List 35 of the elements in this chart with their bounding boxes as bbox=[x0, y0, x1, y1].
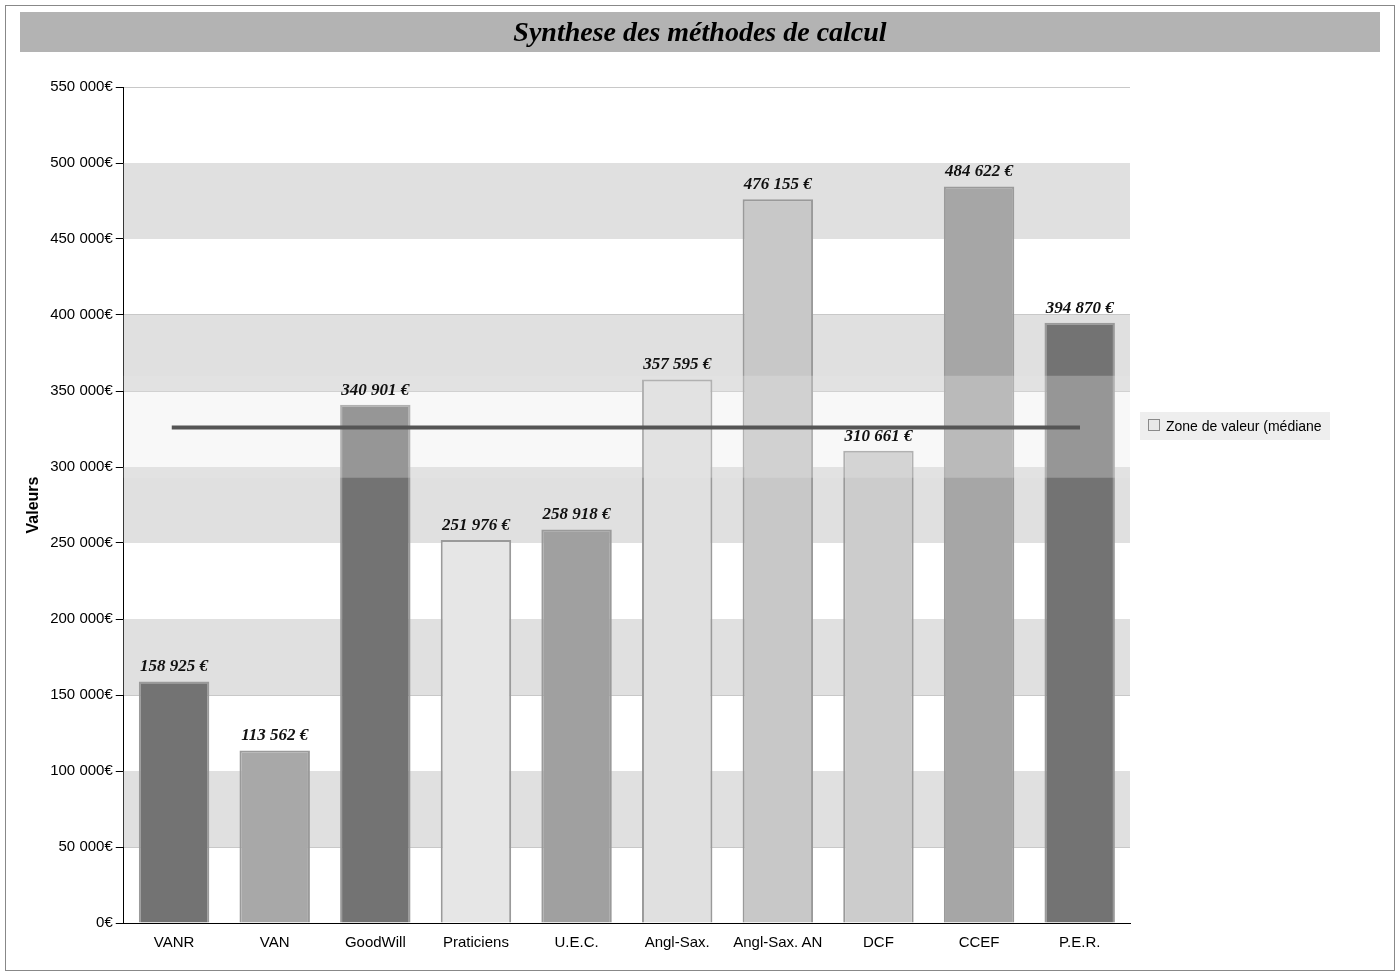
x-tick-label: VANR bbox=[153, 933, 195, 951]
x-tick-label: U.E.C. bbox=[554, 933, 599, 951]
y-tick-label: 250 000€ bbox=[50, 533, 114, 551]
x-tick-label: VAN bbox=[259, 933, 290, 951]
x-tick-label: GoodWill bbox=[344, 933, 406, 951]
y-tick-label: 150 000€ bbox=[50, 685, 114, 703]
data-label: 258 918 € bbox=[541, 504, 612, 524]
y-tick-label: 50 000€ bbox=[58, 837, 114, 855]
y-axis-title: Valeurs bbox=[24, 476, 42, 534]
y-tick-label: 200 000€ bbox=[50, 609, 114, 627]
data-label: 484 622 € bbox=[944, 161, 1014, 181]
x-tick-label: Angl-Sax. bbox=[644, 933, 710, 951]
x-tick-label: P.E.R. bbox=[1058, 933, 1101, 951]
data-label: 357 595 € bbox=[642, 354, 712, 374]
y-tick-label: 0€ bbox=[96, 913, 114, 931]
x-tick-label: DCF bbox=[863, 933, 894, 951]
x-tick-label: CCEF bbox=[958, 933, 1000, 951]
data-label: 394 870 € bbox=[1044, 297, 1115, 317]
data-label: 251 976 € bbox=[440, 514, 511, 534]
data-label: 340 901 € bbox=[340, 379, 410, 399]
y-tick-label: 500 000€ bbox=[50, 153, 114, 171]
y-tick-label: 350 000€ bbox=[50, 381, 114, 399]
x-tick-label: Praticiens bbox=[443, 933, 509, 951]
y-tick-label: 300 000€ bbox=[50, 457, 114, 475]
data-label: 310 661 € bbox=[843, 425, 913, 445]
y-tick-label: 100 000€ bbox=[50, 761, 114, 779]
band-label: Zone de valeur (médiane bbox=[1165, 418, 1322, 434]
y-tick-label: 550 000€ bbox=[50, 77, 114, 95]
data-label: 476 155 € bbox=[742, 174, 813, 194]
data-label: 158 925 € bbox=[140, 656, 209, 676]
y-tick-label: 450 000€ bbox=[50, 229, 114, 247]
x-tick-label: Angl-Sax. AN bbox=[733, 933, 823, 951]
y-tick-label: 400 000€ bbox=[50, 305, 114, 323]
chart-title: Synthese des méthodes de calcul bbox=[20, 12, 1380, 52]
data-label: 113 562 € bbox=[241, 725, 309, 745]
